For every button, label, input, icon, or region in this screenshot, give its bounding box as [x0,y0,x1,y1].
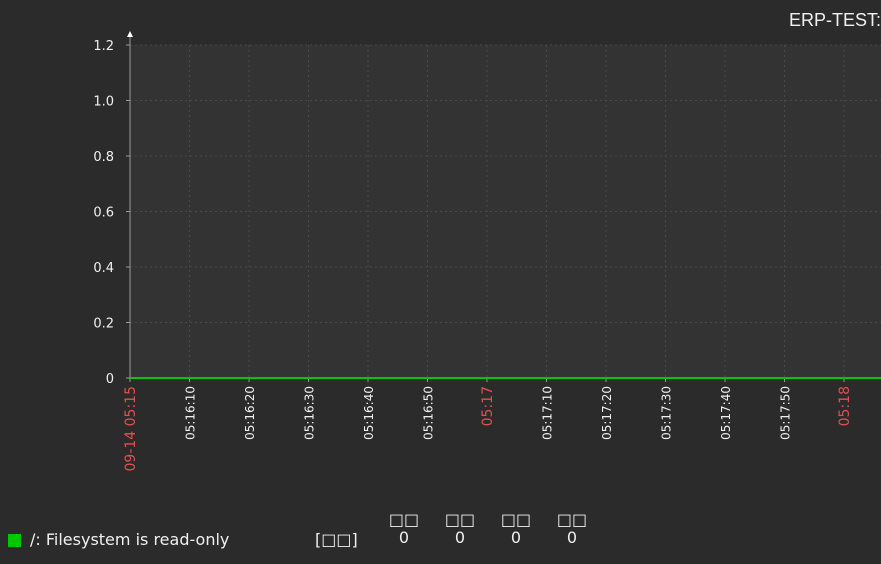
legend: /: Filesystem is read-only [□□] □□ 0 □□ … [0,505,881,564]
legend-stat: □□ 0 [552,511,592,547]
x-tick-label: 05:17:10 [541,386,555,440]
x-tick-label: 05:17:30 [660,386,674,440]
legend-swatch [8,534,21,547]
x-tick-label: 05:17 [480,386,496,426]
legend-stat-value: 0 [510,528,522,547]
x-tick-label: 05:17:20 [600,386,614,440]
legend-stat-value: 0 [398,528,410,547]
y-axis-arrow [127,31,133,37]
y-tick-label: 0 [106,372,114,387]
x-tick-label: 05:17:40 [719,386,733,440]
legend-stat-value: 0 [454,528,466,547]
x-tick-label: 09-14 05:15 [123,386,139,471]
y-tick-label: 0.8 [93,150,114,165]
y-tick-label: 0.6 [93,206,114,221]
x-tick-label: 05:17:50 [779,386,793,440]
x-tick-label: 05:18 [837,386,853,426]
graph-title: ERP-TEST: [788,10,881,30]
x-tick-label: 05:16:40 [362,386,376,440]
x-tick-label: 05:16:50 [422,386,436,440]
y-tick-label: 1.0 [93,95,114,110]
line-chart: 0 0.2 0.4 0.6 0.8 1.0 1.2 09-14 05:15 05:16:10 05… [93,31,881,471]
legend-stat: □□ 0 [496,511,536,547]
x-tick-label: 05:16:30 [303,386,317,440]
y-tick-label: 0.2 [93,317,114,332]
y-tick-label: 0.4 [93,261,114,276]
x-tick-label: 05:16:20 [243,386,257,440]
legend-series-name: /: Filesystem is read-only [30,530,230,549]
legend-stat-label: □□ [388,510,420,529]
legend-stat-label: □□ [500,510,532,529]
y-tick-label: 1.2 [93,39,114,54]
legend-stat: □□ 0 [384,511,424,547]
legend-stat-value: 0 [566,528,578,547]
legend-stat: □□ 0 [440,511,480,547]
legend-stat-label: □□ [556,510,588,529]
legend-stat-label: □□ [444,510,476,529]
legend-unit: [□□] [315,530,358,549]
x-tick-label: 05:16:10 [184,386,198,440]
